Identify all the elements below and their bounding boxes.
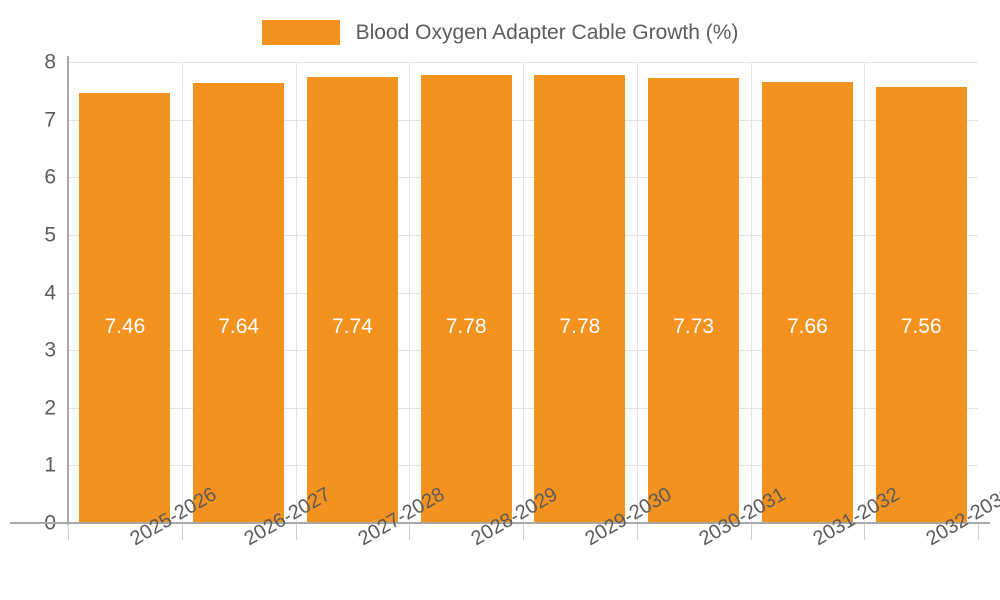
x-axis-tick-mark xyxy=(864,524,865,540)
bar-column[interactable]: 7.74 xyxy=(306,62,398,523)
x-axis-tick-mark xyxy=(637,524,638,540)
bar-value-label: 7.78 xyxy=(445,314,487,338)
legend-color-swatch xyxy=(261,19,340,45)
bar[interactable] xyxy=(420,74,512,523)
bar[interactable] xyxy=(193,82,285,523)
x-axis-line xyxy=(10,522,990,524)
bar-column[interactable]: 7.46 xyxy=(79,62,171,523)
chart-legend: Blood Oxygen Adapter Cable Growth (%) xyxy=(0,14,1000,50)
y-axis-tick-labels: 012345678 xyxy=(0,0,56,600)
bar-value-label: 7.56 xyxy=(900,314,942,338)
bar-column[interactable]: 7.66 xyxy=(761,62,853,523)
plot-area: 7.46 7.64 7.74 7.78 7.78 7.73 7.66 7.56 xyxy=(68,62,978,524)
x-axis-tick-mark xyxy=(296,524,297,540)
bar-value-label: 7.78 xyxy=(559,314,601,338)
y-axis-tick-label: 7 xyxy=(44,108,56,132)
gridline-vertical xyxy=(296,62,297,523)
y-axis-tick-label: 8 xyxy=(44,50,56,74)
gridline-vertical xyxy=(182,62,183,523)
bar-column[interactable]: 7.78 xyxy=(420,62,512,523)
y-axis-line xyxy=(67,56,69,525)
bar-column[interactable]: 7.73 xyxy=(648,62,740,523)
bar[interactable] xyxy=(648,77,740,523)
y-axis-tick-label: 2 xyxy=(44,396,56,420)
x-axis-tick-mark xyxy=(182,524,183,540)
gridline-vertical xyxy=(864,62,865,523)
bar[interactable] xyxy=(875,87,967,523)
y-axis-tick-label: 1 xyxy=(44,453,56,477)
x-axis-tick-mark xyxy=(523,524,524,540)
gridline-vertical xyxy=(637,62,638,523)
bar[interactable] xyxy=(761,81,853,523)
bar-value-label: 7.64 xyxy=(218,314,260,338)
x-axis-tick-mark xyxy=(978,524,979,540)
gridline-vertical xyxy=(409,62,410,523)
bar[interactable] xyxy=(79,93,171,523)
bar-value-label: 7.74 xyxy=(331,314,373,338)
x-axis-tick-mark xyxy=(68,524,69,540)
bar-value-label: 7.73 xyxy=(673,314,715,338)
y-axis-tick-label: 6 xyxy=(44,165,56,189)
bar-column[interactable]: 7.78 xyxy=(534,62,626,523)
bar[interactable] xyxy=(534,74,626,523)
bar-column[interactable]: 7.56 xyxy=(875,62,967,523)
bar-value-label: 7.46 xyxy=(104,314,146,338)
gridline-vertical xyxy=(523,62,524,523)
y-axis-tick-label: 4 xyxy=(44,281,56,304)
bar-column[interactable]: 7.64 xyxy=(193,62,285,523)
bar[interactable] xyxy=(306,76,398,523)
y-axis-tick-label: 5 xyxy=(44,223,56,247)
x-axis-tick-mark xyxy=(409,524,410,540)
y-axis-tick-label: 3 xyxy=(44,338,56,362)
x-axis-tick-mark xyxy=(751,524,752,540)
bar-value-label: 7.66 xyxy=(786,314,828,338)
legend-series-label: Blood Oxygen Adapter Cable Growth (%) xyxy=(355,20,739,44)
gridline-vertical xyxy=(751,62,752,523)
